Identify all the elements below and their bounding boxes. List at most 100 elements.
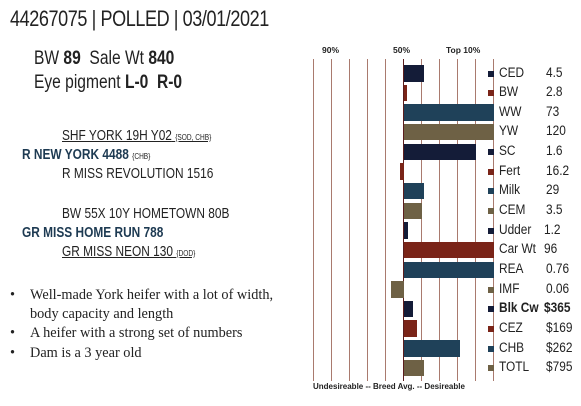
sire-dam: R MISS REVOLUTION 1516 — [62, 166, 214, 182]
epd-bar-ww — [404, 104, 494, 121]
grid-line — [313, 59, 314, 381]
grid-line — [493, 59, 494, 381]
epd-value: 73 — [546, 103, 560, 119]
epd-label: Udder — [499, 221, 532, 237]
epd-label: CEM — [499, 202, 526, 218]
grid-line — [421, 59, 422, 381]
weight-traits: BW 89 Sale Wt 840 — [34, 48, 174, 70]
comment-item: A heifer with a strong set of numbers — [10, 324, 280, 343]
epd-value: 0.06 — [546, 280, 570, 296]
comments-list: Well-made York heifer with a lot of widt… — [10, 286, 280, 363]
epd-value: 1.6 — [546, 143, 563, 159]
legend-swatch — [488, 247, 494, 254]
epd-label: WW — [499, 103, 522, 119]
epd-value: 29 — [546, 182, 560, 198]
epd-value: $365 — [544, 300, 571, 316]
epd-bar-fert — [399, 163, 404, 180]
comment-item: Dam is a 3 year old — [10, 344, 280, 363]
legend-swatch — [488, 286, 494, 293]
chart-axis-caption: Undesireable -- Breed Avg. -- Desireable — [313, 382, 465, 391]
dam-dam-tag: {DOD} — [176, 249, 196, 258]
legend-swatch — [488, 90, 494, 97]
epd-bar-yw — [404, 123, 494, 141]
sire-sire-name: SHF YORK 19H Y02 — [62, 128, 172, 144]
legend-swatch — [488, 168, 494, 175]
epd-label: Car Wt — [499, 241, 536, 257]
breed-average-line — [403, 59, 405, 381]
legend-swatch — [488, 188, 494, 195]
legend-swatch — [488, 129, 494, 136]
epd-value: 120 — [546, 123, 566, 139]
sale-wt-value: 840 — [148, 48, 175, 69]
legend-swatch — [488, 208, 494, 215]
sire: R NEW YORK 4488 {CHB} — [22, 147, 150, 163]
grid-line — [439, 59, 440, 381]
epd-bar-sc — [404, 143, 476, 161]
sire-sire: SHF YORK 19H Y02 {SOD, CHB} — [62, 128, 211, 144]
epd-bar-blk-cw — [404, 300, 413, 318]
legend-swatch — [488, 70, 494, 77]
epd-value: 16.2 — [546, 162, 570, 178]
epd-label: BW — [499, 84, 519, 100]
eye-left-value: L-0 — [124, 72, 149, 93]
legend-swatch — [488, 267, 494, 273]
sire-tag: {CHB} — [132, 152, 151, 161]
epd-label: IMF — [499, 280, 520, 296]
dam-dam-name: GR MISS NEON 130 — [62, 244, 174, 260]
comment-item: Well-made York heifer with a lot of widt… — [10, 286, 280, 324]
epd-value: 1.2 — [544, 221, 561, 237]
epd-label: REA — [499, 261, 524, 276]
legend-swatch — [488, 109, 494, 116]
epd-bar-car-wt — [404, 241, 494, 259]
eye-pigment-label: Eye pigment — [34, 72, 121, 93]
eye-pigment: Eye pigment L-0 R-0 — [34, 72, 182, 94]
epd-value: $169 — [546, 319, 573, 335]
grid-line — [457, 59, 458, 381]
epd-value: 96 — [544, 241, 558, 257]
epd-bar-milk — [404, 182, 424, 200]
grid-line — [475, 59, 476, 381]
epd-label: Blk Cw — [499, 300, 539, 316]
bw-value: 89 — [63, 48, 81, 69]
epd-bar-udder — [404, 222, 408, 239]
legend-swatch — [488, 365, 494, 372]
epd-bar-chb — [404, 340, 460, 357]
sire-sire-tag: {SOD, CHB} — [175, 133, 212, 142]
chart-label-90: 90% — [322, 45, 340, 55]
grid-line — [331, 59, 332, 381]
chart-label-top10: Top 10% — [446, 45, 481, 55]
legend-swatch — [488, 325, 494, 332]
sale-wt-label: Sale Wt — [89, 48, 144, 69]
epd-bar-rea — [404, 261, 494, 278]
chart-label-50: 50% — [393, 45, 411, 55]
epd-label: Fert — [499, 162, 521, 178]
eye-right-value: R-0 — [156, 72, 183, 93]
dam-dam: GR MISS NEON 130 {DOD} — [62, 244, 195, 260]
epd-label: CED — [499, 64, 525, 80]
dam: GR MISS HOME RUN 788 — [22, 225, 164, 241]
sire-name: R NEW YORK 4488 — [22, 147, 129, 163]
bw-label: BW — [34, 48, 60, 69]
epd-bar-imf — [391, 281, 404, 298]
epd-label: CHB — [499, 339, 525, 355]
epd-bar-ced — [404, 65, 424, 82]
epd-value: 2.8 — [546, 84, 563, 100]
grid-line — [349, 59, 350, 381]
epd-label: SC — [499, 143, 516, 159]
epd-value: $795 — [546, 359, 573, 375]
epd-value: 3.5 — [546, 202, 563, 218]
epd-bar-cez — [404, 320, 417, 337]
epd-bar-bw — [404, 84, 407, 102]
epd-value: $262 — [546, 339, 573, 355]
dam-sire: BW 55X 10Y HOMETOWN 80B — [62, 206, 230, 222]
epd-label: YW — [499, 123, 519, 139]
lot-header: 44267075 | POLLED | 03/01/2021 — [10, 6, 269, 31]
epd-label: Milk — [499, 182, 521, 198]
legend-swatch — [488, 149, 494, 156]
legend-swatch — [488, 306, 494, 313]
epd-bar-totl — [404, 359, 424, 377]
legend-swatch — [488, 345, 494, 352]
epd-value: 0.76 — [546, 261, 570, 276]
epd-label: TOTL — [499, 359, 530, 375]
epd-value: 4.5 — [546, 64, 563, 80]
